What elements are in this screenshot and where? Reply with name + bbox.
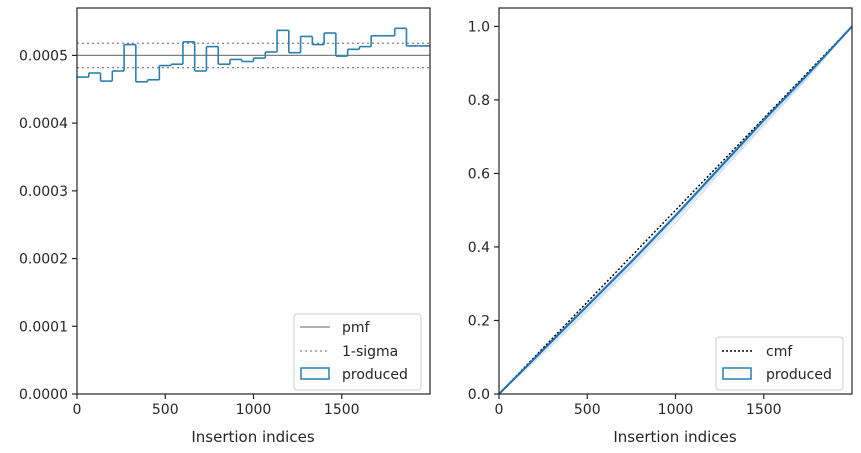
x-tick-label: 500 (574, 402, 601, 418)
x-axis-label: Insertion indices (191, 428, 314, 446)
y-tick-label: 0.0005 (19, 48, 68, 64)
legend: cmf produced (715, 336, 844, 391)
legend-swatch-produced (300, 367, 330, 380)
series-layer (498, 25, 853, 395)
y-tick-label: 0.6 (468, 166, 490, 182)
y-tick-label: 0.0001 (19, 319, 68, 335)
y-tick-label: 0.0 (468, 387, 490, 403)
x-tick-label: 0 (73, 402, 82, 418)
x-tick-label: 1500 (324, 402, 360, 418)
y-tick-label: 0.2 (468, 313, 490, 329)
y-tick-label: 0.0000 (19, 387, 68, 403)
y-tick-label: 0.0004 (19, 116, 68, 132)
band-line (498, 26, 853, 395)
series-layer (77, 27, 430, 83)
y-tick-label: 0.4 (468, 240, 490, 256)
plot-frame (498, 7, 853, 395)
y-axis-ticks: 0.0000 0.0001 0.0002 0.0003 0.0004 0.0005 (19, 48, 77, 403)
x-axis-ticks: 0 500 1000 1500 (495, 394, 782, 418)
x-tick-label: 1000 (236, 402, 272, 418)
y-axis-ticks: 0.0 0.2 0.4 0.6 0.8 1.0 (468, 19, 499, 403)
chart-histogram-pmf: 0 500 1000 1500 0.00000.00010.00020.00030.0… (19, 7, 431, 446)
chart-cumulative-cmf: 0 500 1000 1500 0.0 0.2 0.4 0.6 0.8 1.0 Insertio… (468, 7, 853, 446)
y-tick-label: 0.0002 (19, 252, 68, 268)
legend-box (715, 336, 844, 391)
x-tick-label: 500 (152, 402, 179, 418)
legend-box (293, 313, 422, 391)
legend-label-cmf: cmf (766, 344, 793, 360)
legend-swatch-produced (722, 367, 752, 380)
legend-label-produced: produced (342, 367, 408, 383)
y-tick-label: 0.0003 (19, 184, 68, 200)
x-tick-label: 0 (495, 402, 504, 418)
reference-lines (77, 42, 430, 69)
x-tick-label: 1000 (658, 402, 694, 418)
y-tick-label: 0.8 (468, 93, 490, 109)
legend-label-produced: produced (766, 367, 832, 383)
band-line (498, 26, 853, 395)
legend-label-1-sigma: 1-sigma (342, 344, 398, 360)
series-line-cmf (498, 25, 853, 395)
y-tick-label: 1.0 (468, 19, 490, 35)
legend: pmf 1-sigma produced (293, 313, 422, 391)
x-axis-label: Insertion indices (613, 428, 736, 446)
x-tick-label: 1500 (746, 402, 782, 418)
series-line-produced (498, 25, 853, 395)
legend-label-pmf: pmf (342, 320, 371, 336)
x-axis-ticks: 0 500 1000 1500 (73, 394, 360, 418)
